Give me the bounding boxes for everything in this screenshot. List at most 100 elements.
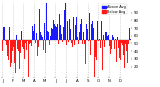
Bar — [43, 40, 44, 50]
Bar — [90, 40, 91, 55]
Bar — [17, 40, 18, 49]
Bar — [127, 40, 128, 63]
Bar — [16, 35, 17, 40]
Bar — [41, 35, 42, 40]
Bar — [59, 14, 60, 40]
Bar — [47, 31, 48, 40]
Bar — [20, 40, 21, 53]
Bar — [120, 40, 121, 60]
Bar — [18, 40, 19, 51]
Bar — [74, 40, 75, 45]
Bar — [116, 40, 117, 62]
Bar — [34, 24, 35, 40]
Bar — [113, 37, 114, 40]
Bar — [61, 34, 62, 40]
Bar — [29, 40, 30, 44]
Bar — [40, 36, 41, 40]
Bar — [111, 40, 112, 49]
Bar — [108, 35, 109, 40]
Bar — [50, 36, 51, 40]
Bar — [63, 27, 64, 40]
Bar — [8, 40, 9, 60]
Bar — [99, 39, 100, 40]
Bar — [103, 35, 104, 40]
Bar — [107, 36, 108, 40]
Bar — [33, 31, 34, 40]
Bar — [55, 26, 56, 40]
Bar — [4, 27, 5, 40]
Bar — [25, 40, 26, 43]
Bar — [5, 40, 6, 41]
Bar — [37, 40, 38, 56]
Bar — [124, 40, 125, 68]
Bar — [39, 30, 40, 40]
Bar — [31, 40, 32, 46]
Bar — [92, 21, 93, 40]
Bar — [71, 40, 72, 43]
Bar — [11, 40, 12, 63]
Bar — [95, 40, 96, 43]
Bar — [114, 40, 115, 49]
Bar — [44, 23, 45, 40]
Bar — [88, 40, 89, 41]
Bar — [112, 35, 113, 40]
Bar — [84, 5, 85, 40]
Bar — [81, 19, 82, 40]
Bar — [115, 39, 116, 40]
Bar — [91, 24, 92, 40]
Bar — [24, 40, 25, 59]
Bar — [73, 17, 74, 40]
Bar — [42, 37, 43, 40]
Bar — [82, 40, 83, 44]
Bar — [94, 40, 95, 77]
Bar — [76, 17, 77, 40]
Bar — [77, 37, 78, 40]
Bar — [30, 40, 31, 43]
Bar — [72, 40, 73, 47]
Bar — [83, 40, 84, 45]
Bar — [58, 40, 59, 44]
Bar — [56, 27, 57, 40]
Bar — [85, 40, 86, 64]
Bar — [68, 40, 69, 42]
Bar — [100, 40, 101, 48]
Bar — [130, 39, 131, 40]
Bar — [60, 25, 61, 40]
Bar — [78, 40, 79, 44]
Bar — [102, 13, 103, 40]
Bar — [79, 32, 80, 40]
Bar — [97, 21, 98, 40]
Bar — [15, 40, 16, 73]
Bar — [6, 40, 7, 45]
Bar — [129, 27, 130, 40]
Bar — [125, 40, 126, 44]
Bar — [28, 29, 29, 40]
Bar — [122, 40, 123, 45]
Bar — [3, 27, 4, 40]
Bar — [105, 32, 106, 40]
Bar — [21, 31, 22, 40]
Bar — [23, 40, 24, 49]
Bar — [12, 40, 13, 51]
Bar — [75, 25, 76, 40]
Bar — [67, 21, 68, 40]
Bar — [106, 32, 107, 40]
Legend: Above Avg, Below Avg: Above Avg, Below Avg — [102, 4, 127, 14]
Bar — [121, 40, 122, 56]
Bar — [80, 24, 81, 40]
Bar — [32, 26, 33, 40]
Bar — [62, 40, 63, 42]
Bar — [2, 40, 3, 42]
Bar — [98, 40, 99, 41]
Bar — [26, 40, 27, 50]
Bar — [86, 24, 87, 40]
Bar — [119, 40, 120, 58]
Bar — [57, 24, 58, 40]
Bar — [14, 40, 15, 63]
Bar — [53, 20, 54, 40]
Bar — [51, 29, 52, 40]
Bar — [117, 37, 118, 40]
Bar — [13, 40, 14, 47]
Bar — [118, 40, 119, 48]
Bar — [52, 29, 53, 40]
